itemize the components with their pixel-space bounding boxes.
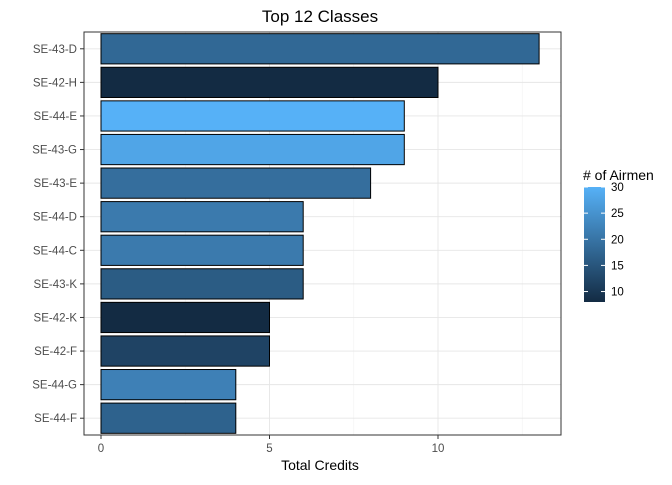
x-tick-label: 0 [98, 443, 104, 455]
plot-border [83, 31, 562, 436]
legend-tick-label: 30 [611, 182, 624, 194]
legend-tick-label: 15 [611, 260, 624, 272]
y-tick-label: SE-43-K [34, 279, 78, 291]
y-tick-label: SE-42-F [34, 346, 77, 358]
y-tick-label: SE-43-E [34, 178, 78, 190]
y-tick-label: SE-42-H [33, 77, 77, 89]
bars-layer [100, 33, 540, 434]
x-tick-label: 10 [432, 443, 445, 455]
bar-se-43-e [100, 167, 372, 199]
y-tick-label: SE-44-E [34, 111, 78, 123]
y-tick-label: SE-44-D [33, 212, 77, 224]
bar-se-44-c [100, 234, 304, 266]
bar-se-42-h [100, 66, 439, 98]
legend-tick-label: 25 [611, 208, 624, 220]
x-axis: 0 5 10 [98, 435, 445, 455]
bar-se-42-f [100, 335, 270, 367]
bar-se-44-g [100, 369, 237, 401]
y-tick-label: SE-44-G [32, 380, 77, 392]
y-tick-label: SE-43-D [33, 44, 77, 56]
legend-tick-label: 20 [611, 234, 624, 246]
y-tick-label: SE-44-F [34, 413, 77, 425]
y-axis: SE-43-D SE-42-H SE-44-E SE-43-G SE-43-E SE-44… [32, 44, 84, 425]
bar-se-44-f [100, 402, 237, 434]
legend-title: # of Airmen [583, 167, 654, 183]
legend-ticks: 10 15 20 25 30 [584, 182, 624, 299]
y-tick-label: SE-42-K [34, 312, 78, 324]
bar-se-44-d [100, 201, 304, 233]
bar-se-43-k [100, 268, 304, 300]
legend-colorbar [584, 187, 605, 302]
bar-se-44-e [100, 100, 405, 132]
legend: # of Airmen 10 15 20 25 30 [583, 167, 654, 302]
x-tick-label: 5 [266, 443, 272, 455]
y-tick-label: SE-44-C [33, 245, 77, 257]
x-axis-title: Total Credits [281, 457, 359, 473]
bar-se-42-k [100, 301, 270, 334]
bar-se-43-d [100, 33, 540, 65]
chart-title: Top 12 Classes [262, 7, 378, 26]
y-tick-label: SE-43-G [32, 145, 77, 157]
legend-tick-label: 10 [611, 287, 624, 299]
bar-se-43-g [100, 133, 405, 166]
